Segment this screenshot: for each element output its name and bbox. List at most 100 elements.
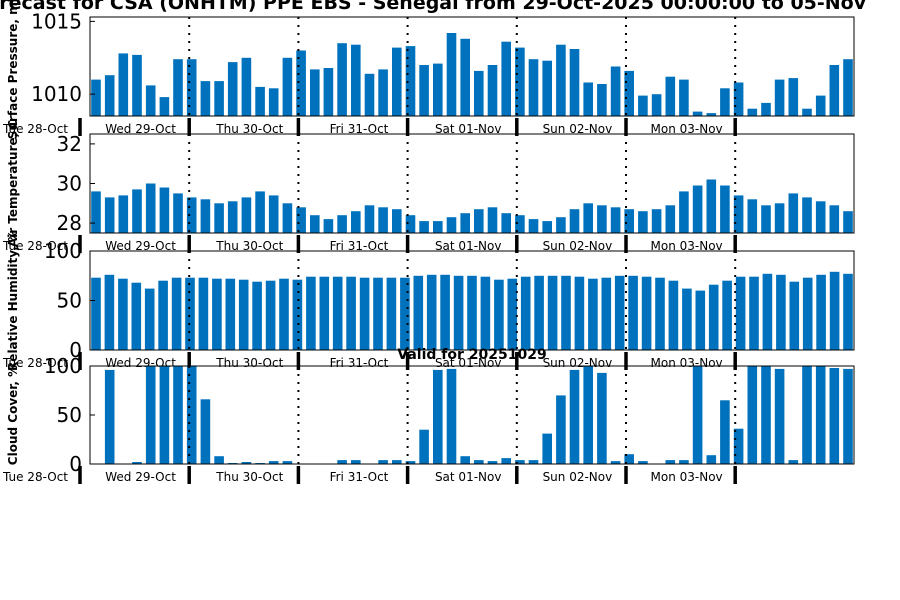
ytick-label: 50: [57, 403, 82, 427]
bar-relative-humidity: [454, 276, 464, 350]
bar-surface-pressure: [447, 33, 457, 116]
bar-surface-pressure: [242, 58, 252, 116]
bar-air-temperature: [611, 207, 621, 233]
bar-relative-humidity: [803, 278, 813, 350]
bar-surface-pressure: [160, 97, 170, 116]
bar-air-temperature: [351, 211, 361, 233]
bar-relative-humidity: [736, 277, 746, 350]
bar-surface-pressure: [597, 84, 607, 116]
ylabel-relative-humidity: Relative Humidity, %: [6, 230, 20, 371]
bar-relative-humidity: [427, 275, 437, 350]
bar-relative-humidity: [226, 279, 236, 350]
bar-cloud-cover: [789, 460, 799, 464]
bar-surface-pressure: [214, 81, 224, 116]
xtick-label: Fri 31-Oct: [330, 470, 389, 484]
bar-surface-pressure: [201, 81, 211, 116]
bar-relative-humidity: [508, 279, 518, 350]
bar-air-temperature: [775, 203, 785, 233]
bar-air-temperature: [119, 195, 129, 233]
bar-surface-pressure: [761, 103, 771, 116]
bar-relative-humidity: [333, 277, 343, 350]
bar-relative-humidity: [239, 280, 249, 350]
bar-air-temperature: [693, 186, 703, 234]
forecast-chart: Forecast for CSA (ONHTM) PPE EBS - Seneg…: [0, 0, 900, 600]
bar-relative-humidity: [279, 279, 289, 350]
bar-relative-humidity: [373, 278, 383, 350]
bar-surface-pressure: [816, 96, 826, 116]
bar-air-temperature: [830, 205, 840, 233]
bar-surface-pressure: [269, 88, 279, 116]
xtick-label: Mon 03-Nov: [651, 470, 723, 484]
bar-relative-humidity: [494, 280, 504, 350]
bar-air-temperature: [707, 180, 717, 234]
bar-relative-humidity: [320, 277, 330, 350]
xtick-label: Fri 31-Oct: [330, 356, 389, 370]
bar-surface-pressure: [337, 43, 347, 116]
bar-air-temperature: [365, 205, 375, 233]
bar-relative-humidity: [749, 277, 759, 350]
bar-cloud-cover: [830, 368, 840, 464]
bar-cloud-cover: [843, 369, 853, 464]
bar-air-temperature: [255, 191, 265, 233]
bar-relative-humidity: [91, 278, 101, 350]
bar-relative-humidity: [346, 277, 356, 350]
bar-cloud-cover: [447, 369, 457, 464]
bar-air-temperature: [378, 207, 388, 233]
bar-cloud-cover: [214, 456, 224, 464]
bar-relative-humidity: [212, 279, 222, 350]
bar-air-temperature: [296, 207, 306, 233]
bar-surface-pressure: [419, 65, 429, 116]
bar-air-temperature: [761, 205, 771, 233]
bar-relative-humidity: [696, 291, 706, 350]
bar-air-temperature: [720, 186, 730, 234]
ytick-label: 1010: [31, 82, 82, 106]
bar-cloud-cover: [351, 460, 361, 464]
bar-air-temperature: [173, 193, 183, 233]
bar-relative-humidity: [709, 285, 719, 350]
bar-relative-humidity: [776, 275, 786, 350]
bar-relative-humidity: [158, 281, 168, 350]
bar-cloud-cover: [337, 460, 347, 464]
bar-surface-pressure: [556, 45, 566, 116]
bar-air-temperature: [91, 191, 101, 233]
chart-title: Forecast for CSA (ONHTM) PPE EBS - Seneg…: [0, 0, 867, 14]
bar-surface-pressure: [748, 109, 758, 116]
bar-air-temperature: [542, 221, 552, 233]
ytick-label: 30: [57, 172, 82, 196]
bar-relative-humidity: [306, 277, 316, 350]
ytick-label: 100: [44, 239, 82, 263]
bar-surface-pressure: [132, 55, 142, 116]
bar-air-temperature: [638, 211, 648, 233]
bar-surface-pressure: [734, 83, 744, 117]
bar-air-temperature: [105, 197, 115, 233]
bar-cloud-cover: [583, 366, 593, 464]
bar-surface-pressure: [501, 42, 511, 116]
bar-cloud-cover: [597, 373, 607, 464]
bar-surface-pressure: [720, 88, 730, 116]
xtick-label: Mon 03-Nov: [651, 356, 723, 370]
bar-surface-pressure: [351, 45, 361, 116]
bar-cloud-cover: [802, 366, 812, 464]
bar-relative-humidity: [172, 278, 182, 350]
bar-relative-humidity: [105, 275, 115, 350]
bar-surface-pressure: [91, 80, 101, 116]
bar-air-temperature: [666, 205, 676, 233]
bar-cloud-cover: [816, 366, 826, 464]
bar-air-temperature: [556, 217, 566, 233]
bar-relative-humidity: [387, 278, 397, 350]
bar-surface-pressure: [583, 83, 593, 117]
bar-relative-humidity: [548, 276, 558, 350]
bar-surface-pressure: [611, 67, 621, 117]
bar-surface-pressure: [666, 77, 676, 116]
bar-cloud-cover: [105, 370, 115, 464]
bar-air-temperature: [679, 191, 689, 233]
bar-relative-humidity: [521, 277, 531, 350]
xtick-label: Sun 02-Nov: [543, 470, 613, 484]
bar-relative-humidity: [132, 283, 142, 350]
bar-air-temperature: [474, 209, 484, 233]
bar-surface-pressure: [378, 69, 388, 116]
xtick-label: Sun 02-Nov: [543, 356, 613, 370]
bar-air-temperature: [433, 221, 443, 233]
